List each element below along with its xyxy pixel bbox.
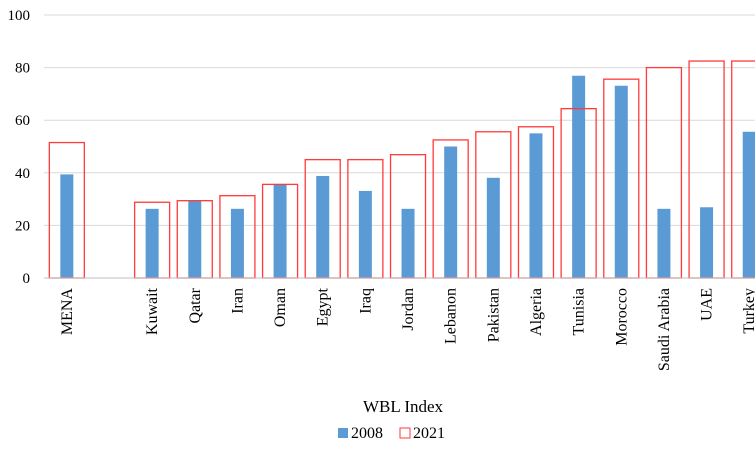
- y-tick-label: 40: [15, 166, 30, 182]
- x-category-label: Iran: [229, 288, 246, 314]
- x-category-label: Algeria: [528, 288, 545, 336]
- x-category-label: Iraq: [357, 288, 374, 314]
- y-tick-label: 100: [8, 8, 31, 24]
- x-category-label: UAE: [699, 288, 716, 321]
- bar-2008: [316, 176, 329, 278]
- y-tick-label: 80: [15, 61, 30, 77]
- bar-2008: [615, 86, 628, 278]
- bar-2008: [60, 174, 73, 278]
- labels: 0 20 40 60 80 100 MENA Kuwait Qatar Iran Oman Egypt…: [8, 8, 755, 371]
- legend: 2008 2021: [338, 425, 445, 442]
- x-category-label: Turkey: [741, 288, 755, 334]
- bar-2008: [743, 132, 755, 278]
- x-category-label: Kuwait: [144, 287, 161, 335]
- legend-swatch-2021: [400, 428, 410, 438]
- bar-2008: [402, 209, 415, 278]
- x-category-label: Lebanon: [443, 288, 460, 344]
- x-category-label: Egypt: [315, 287, 332, 326]
- bar-2008: [444, 147, 457, 279]
- legend-swatch-2008: [338, 428, 348, 438]
- y-tick-label: 0: [23, 271, 31, 287]
- legend-label-2021: 2021: [413, 425, 445, 442]
- x-category-label: Morocco: [613, 288, 630, 346]
- x-category-label: MENA: [59, 288, 76, 336]
- legend-label-2008: 2008: [351, 425, 383, 442]
- gridlines: [44, 15, 755, 225]
- bar-2008: [274, 184, 287, 278]
- x-axis-title: WBL Index: [363, 397, 444, 416]
- bar-2008: [146, 209, 159, 278]
- bar-2008: [487, 178, 500, 278]
- y-tick-label: 20: [15, 218, 30, 234]
- x-category-label: Pakistan: [485, 288, 502, 342]
- bars: [49, 61, 755, 278]
- x-category-label: Oman: [272, 288, 289, 327]
- y-tick-label: 60: [15, 113, 30, 129]
- x-category-label: Jordan: [400, 288, 417, 331]
- x-category-label: Qatar: [187, 287, 204, 323]
- x-category-label: Tunisia: [571, 288, 588, 335]
- bar-2008: [529, 133, 542, 278]
- bar-2008: [188, 201, 201, 278]
- bar-2008: [700, 207, 713, 278]
- bar-2008: [657, 209, 670, 278]
- bar-2008: [231, 209, 244, 278]
- x-category-label: Saudi Arabia: [656, 288, 673, 371]
- bar-2008: [359, 191, 372, 278]
- bar-2008: [572, 76, 585, 278]
